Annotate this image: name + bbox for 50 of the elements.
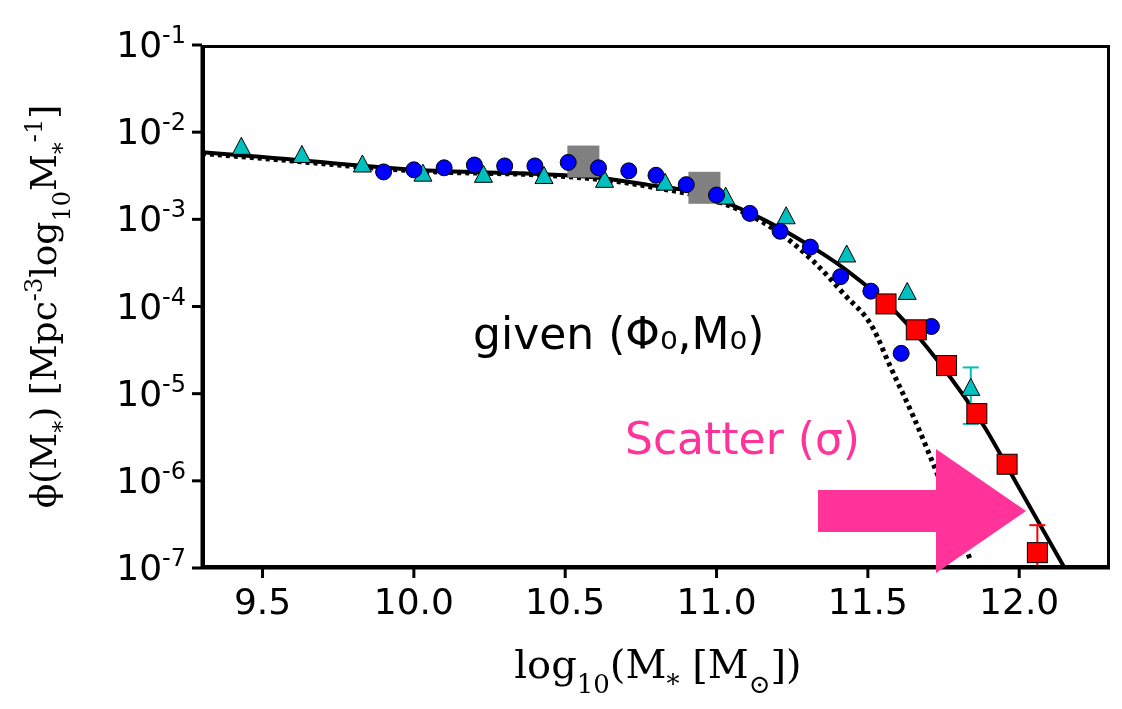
y-tick-label: 10$^{-3}$ xyxy=(116,195,186,240)
y-tick-label: 10$^{-5}$ xyxy=(116,369,186,414)
point xyxy=(647,166,665,184)
point xyxy=(996,453,1018,475)
point xyxy=(832,268,850,286)
point xyxy=(231,136,251,155)
point xyxy=(741,204,759,222)
point xyxy=(352,154,372,173)
point xyxy=(1026,542,1048,564)
x-tick-label: 12.0 xyxy=(979,581,1060,622)
point xyxy=(473,164,493,183)
point xyxy=(776,206,796,225)
point xyxy=(589,159,607,177)
point xyxy=(862,282,880,300)
point xyxy=(905,319,927,341)
point xyxy=(655,172,675,191)
point xyxy=(375,163,393,181)
y-tick-label: 10$^{-6}$ xyxy=(116,456,186,501)
point xyxy=(961,377,981,396)
point xyxy=(677,176,695,194)
y-tick-label: 10$^{-4}$ xyxy=(116,282,186,327)
y-tick-label: 10$^{-7}$ xyxy=(116,544,186,588)
point xyxy=(465,156,483,174)
point xyxy=(837,244,857,263)
x-tick-label: 11.0 xyxy=(676,581,757,622)
y-tick-label: 10$^{-1}$ xyxy=(116,21,186,65)
point xyxy=(496,157,514,175)
annotation: Scatter (σ) xyxy=(625,413,860,464)
point xyxy=(435,159,453,177)
point xyxy=(966,403,988,425)
point xyxy=(292,144,312,163)
point xyxy=(534,166,554,184)
point xyxy=(708,186,726,204)
point xyxy=(801,238,819,256)
point xyxy=(405,161,423,179)
annotation: given (Φ₀,M₀) xyxy=(473,308,765,359)
x-tick-label: 10.5 xyxy=(525,581,606,622)
x-tick-label: 10.0 xyxy=(373,581,454,622)
point xyxy=(559,153,577,171)
y-tick-label: 10$^{-2}$ xyxy=(116,108,186,153)
point xyxy=(936,355,958,377)
point xyxy=(771,222,789,240)
point xyxy=(526,157,544,175)
x-tick-label: 9.5 xyxy=(233,581,292,622)
point xyxy=(875,293,897,315)
point xyxy=(897,281,917,300)
point xyxy=(620,162,638,180)
x-axis-title: log$_{10}$(M$_{*}$ [M$_{⊙}$]) xyxy=(514,641,802,699)
point xyxy=(892,344,910,362)
x-tick-label: 11.5 xyxy=(827,581,908,622)
